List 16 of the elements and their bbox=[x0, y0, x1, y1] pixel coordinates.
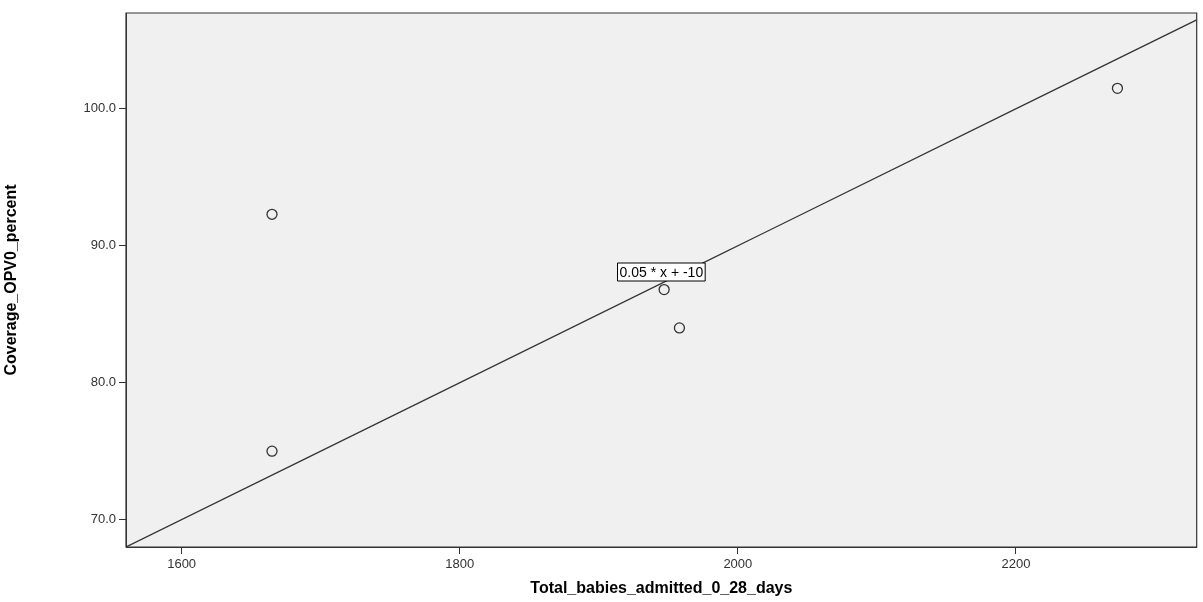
point bbox=[266, 208, 278, 220]
y-tick-label: 100.0 bbox=[83, 100, 116, 116]
y-tick-label: 70.0 bbox=[90, 511, 116, 527]
x-tick-label: 2200 bbox=[1001, 556, 1031, 572]
x-tick-label: 1600 bbox=[167, 556, 197, 572]
point bbox=[1111, 82, 1124, 94]
x-tick-label: 2000 bbox=[723, 556, 753, 572]
point bbox=[266, 445, 278, 457]
x-axis-title: Total_babies_admitted_0_28_days bbox=[530, 578, 793, 596]
y-tick-label: 80.0 bbox=[90, 374, 116, 390]
annotation: 0.05 * x + -10 bbox=[619, 263, 704, 280]
point bbox=[673, 322, 686, 334]
y-tick-label: 90.0 bbox=[90, 237, 116, 253]
y-axis-title: Coverage_OPV0_percent bbox=[2, 183, 20, 376]
x-tick-label: 1800 bbox=[445, 556, 475, 572]
point bbox=[658, 283, 670, 296]
